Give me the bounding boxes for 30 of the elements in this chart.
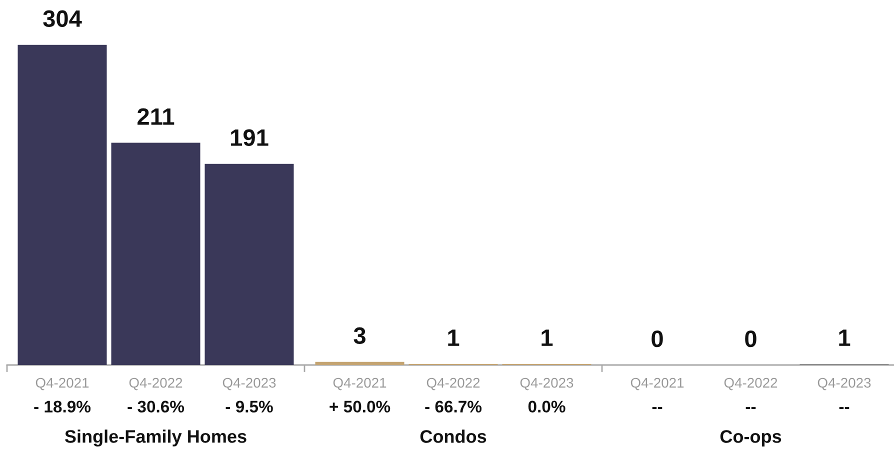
text: - 18.9% <box>34 400 91 413</box>
x-tick-label: Q4-2022 <box>724 378 778 390</box>
x-tick-label: Q4-2022 <box>426 378 480 390</box>
x-tick-label: Q4-2022 <box>129 378 182 390</box>
text: + 50.0% <box>330 400 390 413</box>
x-tick-label: Q4-2021 <box>630 378 684 390</box>
text: -- <box>839 407 850 410</box>
text: Condos <box>420 430 486 443</box>
text: 0.0% <box>528 400 566 413</box>
x-tick-label: Q4-2023 <box>818 378 871 390</box>
x-tick-label: Q4-2021 <box>36 378 89 390</box>
data-label: 3 <box>354 327 366 344</box>
text: - 30.6% <box>128 400 184 413</box>
data-label: 211 <box>138 108 174 125</box>
x-tick-label: Q4-2023 <box>222 378 276 390</box>
data-label: 304 <box>43 10 82 28</box>
data-label: 1 <box>542 330 553 346</box>
text: - 9.5% <box>226 400 273 413</box>
data-label: 1 <box>448 330 460 346</box>
data-label: 0 <box>745 330 756 348</box>
x-tick-label: Q4-2021 <box>333 378 386 390</box>
x-tick-label: Q4-2023 <box>520 378 574 390</box>
text: Co-ops <box>720 430 782 446</box>
data-label: 0 <box>652 330 663 348</box>
data-label: 1 <box>839 330 850 346</box>
text: -- <box>652 407 662 410</box>
text: -- <box>746 407 756 410</box>
text: Single-Family Homes <box>64 430 246 447</box>
text: - 66.7% <box>425 400 482 413</box>
data-label: 191 <box>231 129 268 146</box>
